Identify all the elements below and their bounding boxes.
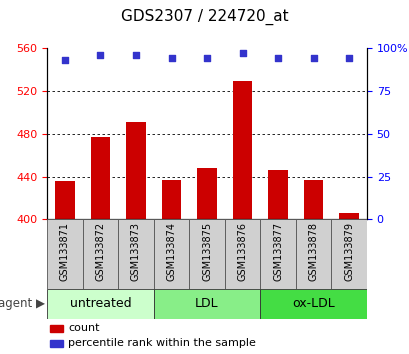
Point bbox=[274, 55, 281, 61]
Bar bbox=[83, 219, 118, 289]
Point bbox=[203, 55, 210, 61]
Bar bbox=[260, 289, 366, 319]
Point bbox=[168, 55, 174, 61]
Bar bbox=[303, 180, 323, 219]
Text: GSM133871: GSM133871 bbox=[60, 222, 70, 281]
Bar bbox=[161, 180, 181, 219]
Bar bbox=[224, 219, 260, 289]
Text: GSM133873: GSM133873 bbox=[130, 222, 141, 281]
Point bbox=[97, 52, 103, 57]
Text: GSM133874: GSM133874 bbox=[166, 222, 176, 281]
Point bbox=[310, 55, 316, 61]
Text: ox-LDL: ox-LDL bbox=[292, 297, 334, 310]
Point bbox=[61, 57, 68, 63]
Text: GSM133879: GSM133879 bbox=[343, 222, 353, 281]
Point bbox=[133, 52, 139, 57]
Bar bbox=[232, 81, 252, 219]
Bar bbox=[260, 219, 295, 289]
Bar bbox=[50, 339, 63, 347]
Bar bbox=[90, 137, 110, 219]
Bar bbox=[126, 122, 146, 219]
Bar bbox=[189, 219, 224, 289]
Text: percentile rank within the sample: percentile rank within the sample bbox=[68, 338, 255, 348]
Bar bbox=[47, 289, 153, 319]
Bar bbox=[295, 219, 330, 289]
Bar bbox=[330, 219, 366, 289]
Text: GSM133872: GSM133872 bbox=[95, 222, 105, 281]
Bar bbox=[153, 289, 260, 319]
Point bbox=[345, 55, 352, 61]
Text: GSM133876: GSM133876 bbox=[237, 222, 247, 281]
Bar bbox=[55, 181, 74, 219]
Bar bbox=[267, 170, 287, 219]
Bar bbox=[197, 168, 216, 219]
Text: count: count bbox=[68, 323, 99, 333]
Text: GSM133875: GSM133875 bbox=[202, 222, 211, 281]
Bar bbox=[47, 219, 83, 289]
Text: untreated: untreated bbox=[70, 297, 131, 310]
Point bbox=[239, 50, 245, 56]
Bar bbox=[153, 219, 189, 289]
Bar bbox=[118, 219, 153, 289]
Text: GSM133878: GSM133878 bbox=[308, 222, 318, 281]
Text: GDS2307 / 224720_at: GDS2307 / 224720_at bbox=[121, 9, 288, 25]
Text: agent ▶: agent ▶ bbox=[0, 297, 45, 310]
Text: GSM133877: GSM133877 bbox=[272, 222, 283, 281]
Bar bbox=[50, 325, 63, 332]
Text: LDL: LDL bbox=[195, 297, 218, 310]
Bar bbox=[339, 213, 358, 219]
